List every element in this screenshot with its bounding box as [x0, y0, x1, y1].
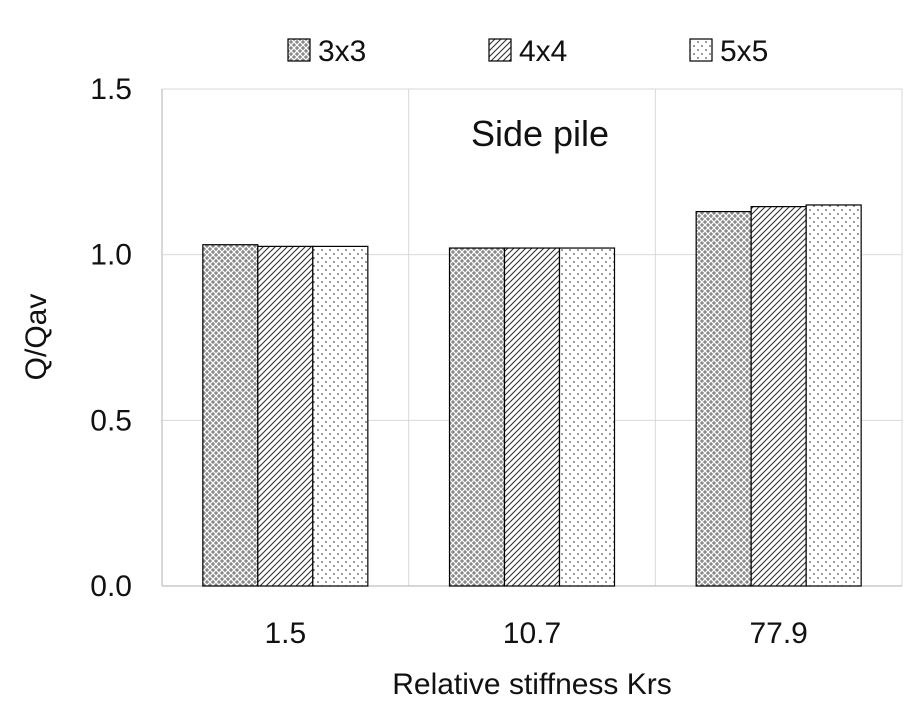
y-axis: 0.0 0.5 1.0 1.5: [90, 73, 132, 603]
x-tick-label: 10.7: [503, 617, 561, 650]
bar-5x5-77.9: [805, 204, 862, 587]
bar-3x3-77.9: [695, 210, 752, 587]
y-tick-label: 1.0: [90, 239, 132, 272]
bar-5x5-10.7: [558, 247, 616, 587]
bar-4x4-1.5: [257, 245, 314, 587]
x-tick-label: 77.9: [749, 617, 807, 650]
legend-label-4x4: 4x4: [519, 35, 567, 68]
y-tick-label: 1.5: [90, 73, 132, 106]
legend-label-5x5: 5x5: [720, 35, 768, 68]
x-axis: 1.5 10.7 77.9: [264, 617, 807, 650]
legend-swatch-4x4: [488, 38, 512, 62]
bars: [202, 204, 862, 587]
bar-4x4-10.7: [503, 247, 561, 587]
bar-4x4-77.9: [750, 206, 807, 587]
bar-5x5-1.5: [312, 245, 369, 587]
legend-swatch-3x3: [287, 38, 311, 62]
x-axis-title: Relative stiffness Krs: [392, 668, 672, 701]
y-tick-label: 0.5: [90, 404, 132, 437]
bar-3x3-1.5: [202, 244, 259, 587]
bar-3x3-10.7: [448, 247, 506, 587]
y-tick-label: 0.0: [90, 570, 132, 603]
legend: 3x3 4x4 5x5: [287, 35, 768, 68]
legend-swatch-5x5: [689, 38, 713, 62]
y-axis-title: Q/Qav: [20, 294, 53, 381]
x-tick-label: 1.5: [264, 617, 306, 650]
annotation-label: Side pile: [471, 113, 609, 154]
legend-label-3x3: 3x3: [318, 35, 366, 68]
